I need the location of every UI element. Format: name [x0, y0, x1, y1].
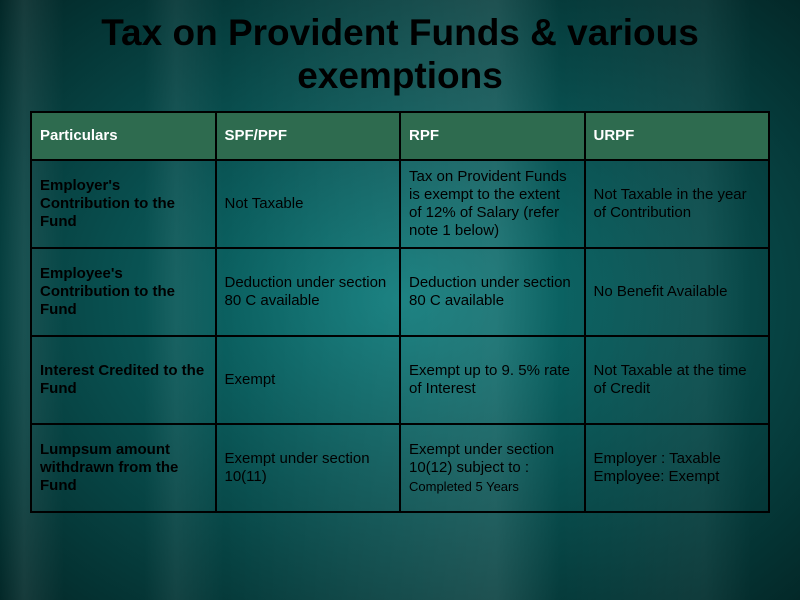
- table-header-row: Particulars SPF/PPF RPF URPF: [31, 112, 769, 160]
- cell-rpf-main: Exempt under section 10(12) subject to :: [409, 441, 554, 476]
- slide: Tax on Provident Funds & various exempti…: [0, 0, 800, 600]
- row-label: Employer's Contribution to the Fund: [31, 160, 216, 248]
- col-particulars: Particulars: [31, 112, 216, 160]
- row-label: Lumpsum amount withdrawn from the Fund: [31, 424, 216, 512]
- cell-spf: Deduction under section 80 C available: [216, 248, 401, 336]
- col-rpf: RPF: [400, 112, 585, 160]
- cell-spf: Exempt under section 10(11): [216, 424, 401, 512]
- cell-urpf: Employer : Taxable Employee: Exempt: [585, 424, 770, 512]
- cell-rpf: Tax on Provident Funds is exempt to the …: [400, 160, 585, 248]
- row-label: Interest Credited to the Fund: [31, 336, 216, 424]
- row-label: Employee's Contribution to the Fund: [31, 248, 216, 336]
- cell-urpf: No Benefit Available: [585, 248, 770, 336]
- cell-rpf-sub: Completed 5 Years: [409, 479, 576, 495]
- slide-title: Tax on Provident Funds & various exempti…: [30, 12, 770, 97]
- cell-urpf: Not Taxable in the year of Contribution: [585, 160, 770, 248]
- table-row: Interest Credited to the Fund Exempt Exe…: [31, 336, 769, 424]
- table-row: Employee's Contribution to the Fund Dedu…: [31, 248, 769, 336]
- col-urpf: URPF: [585, 112, 770, 160]
- cell-rpf: Exempt up to 9. 5% rate of Interest: [400, 336, 585, 424]
- cell-rpf: Exempt under section 10(12) subject to :…: [400, 424, 585, 512]
- pf-tax-table: Particulars SPF/PPF RPF URPF Employer's …: [30, 111, 770, 513]
- cell-urpf: Not Taxable at the time of Credit: [585, 336, 770, 424]
- table-row: Employer's Contribution to the Fund Not …: [31, 160, 769, 248]
- table-row: Lumpsum amount withdrawn from the Fund E…: [31, 424, 769, 512]
- cell-spf: Not Taxable: [216, 160, 401, 248]
- cell-rpf: Deduction under section 80 C available: [400, 248, 585, 336]
- col-spf: SPF/PPF: [216, 112, 401, 160]
- cell-spf: Exempt: [216, 336, 401, 424]
